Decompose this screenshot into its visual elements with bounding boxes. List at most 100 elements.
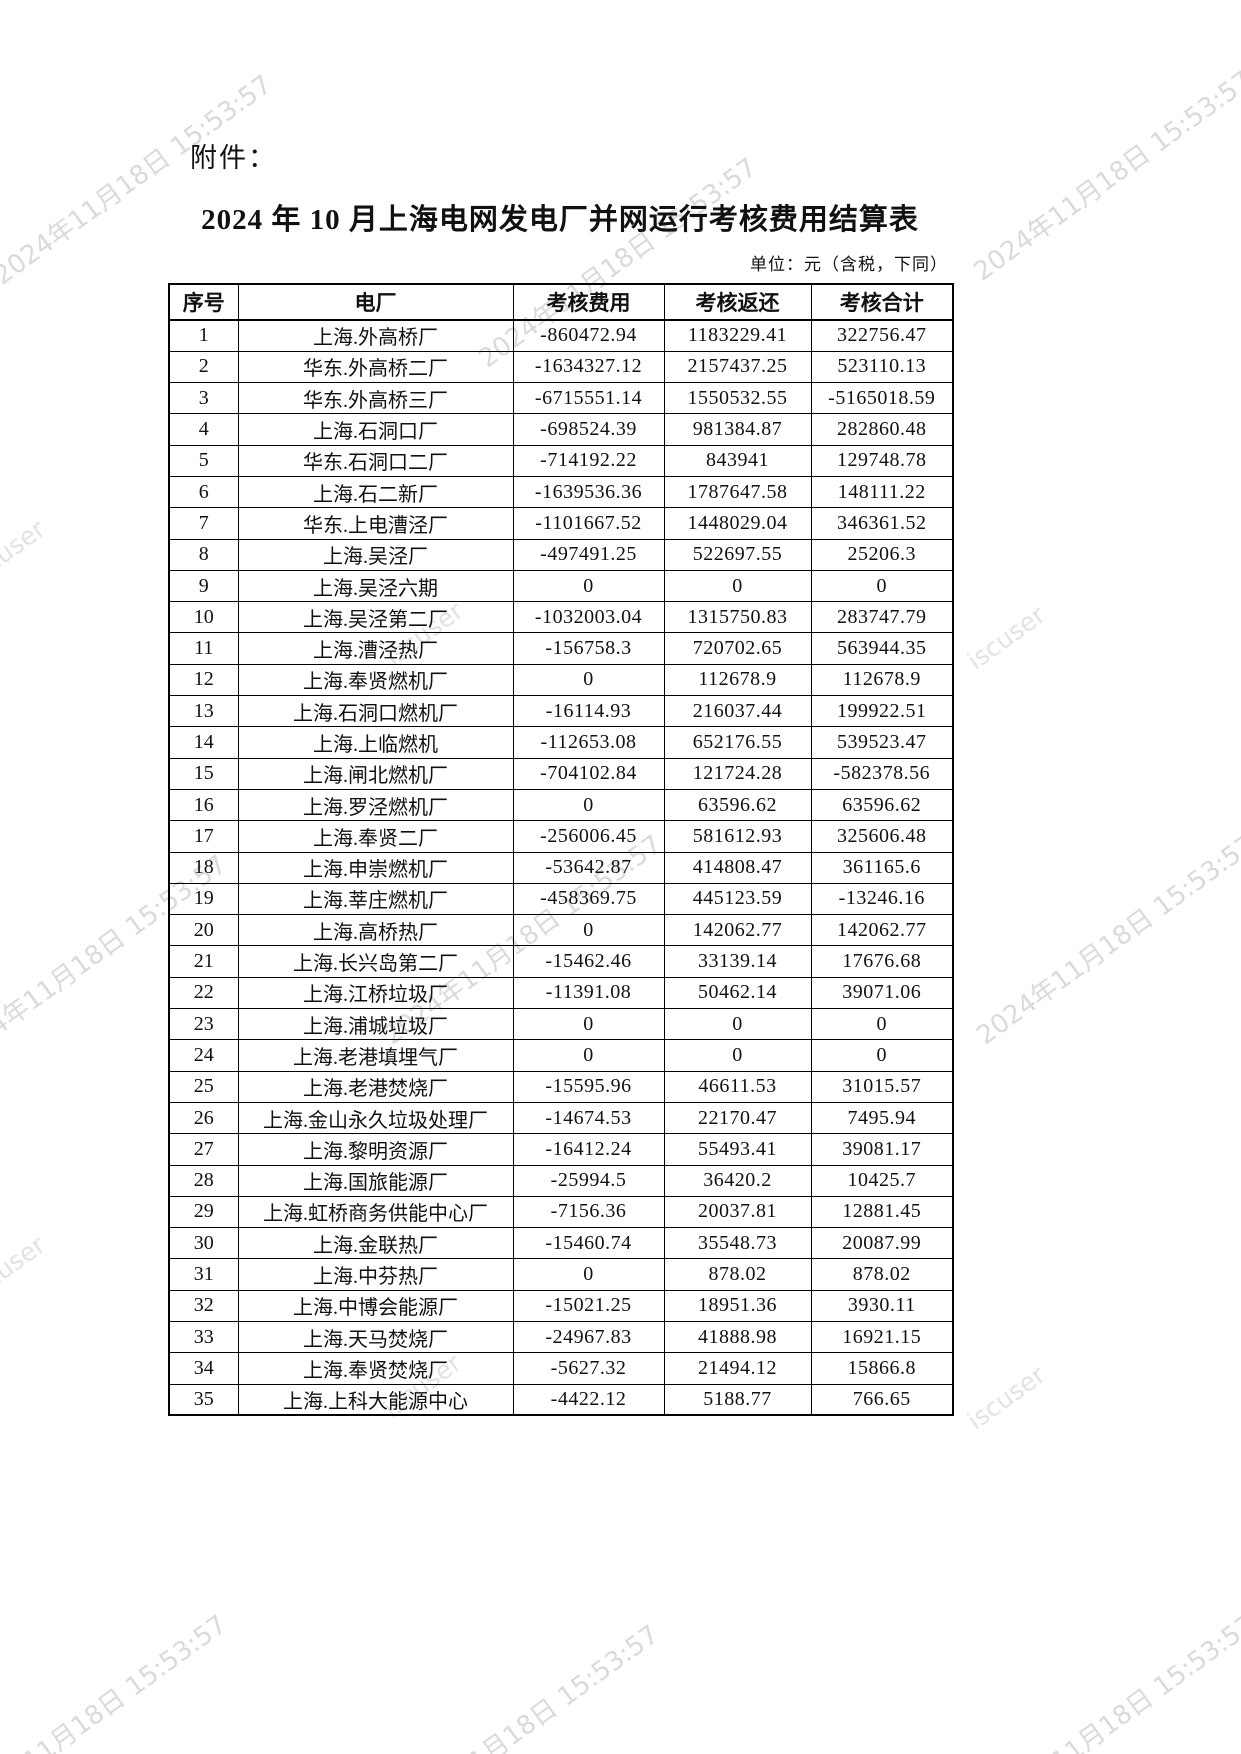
row-index-cell: 34 (168, 1352, 239, 1385)
row-index-cell: 12 (168, 663, 239, 697)
user-watermark: iscuser (962, 1360, 1051, 1436)
row-index-cell: 30 (168, 1227, 239, 1260)
row-index-cell: 8 (168, 538, 239, 571)
total-cell: 10425.7 (810, 1164, 954, 1197)
fee-cell: -14674.53 (512, 1101, 665, 1135)
fee-cell: -698524.39 (512, 413, 665, 446)
total-cell: 539523.47 (810, 726, 954, 759)
row-index-cell: 4 (168, 413, 239, 446)
table-header: 序号 电厂 考核费用 考核返还 考核合计 (168, 283, 954, 321)
row-index-cell: 1 (168, 319, 239, 352)
timestamp-watermark: 2024年11月18日 15:53:57 (0, 1609, 233, 1754)
table-row: 23 上海.浦城垃圾厂 0 0 0 (168, 1008, 954, 1041)
plant-name-cell: 上海.江桥垃圾厂 (237, 976, 514, 1010)
row-index-cell: 11 (168, 632, 239, 665)
total-cell: 17676.68 (810, 945, 954, 978)
total-cell: 15866.8 (810, 1352, 954, 1385)
row-index-cell: 23 (168, 1008, 239, 1041)
plant-name-cell: 华东.石洞口二厂 (237, 444, 514, 477)
fee-cell: 0 (512, 914, 665, 947)
table-row: 30 上海.金联热厂 -15460.74 35548.73 20087.99 (168, 1227, 954, 1260)
fee-cell: -704102.84 (512, 757, 665, 790)
total-cell: -582378.56 (810, 757, 954, 790)
unit-note: 单位：元（含税，下同） (750, 255, 948, 274)
row-index-cell: 13 (168, 695, 239, 728)
total-cell: 39081.17 (810, 1133, 954, 1166)
total-cell: 322756.47 (810, 319, 954, 352)
plant-name-cell: 上海.天马焚烧厂 (237, 1320, 514, 1354)
table-row: 5 华东.石洞口二厂 -714192.22 843941 129748.78 (168, 444, 954, 477)
timestamp-watermark: 2024年11月18日 15:53:57 (968, 65, 1241, 288)
plant-name-cell: 上海.奉贤二厂 (237, 820, 514, 853)
total-cell: 20087.99 (810, 1227, 954, 1260)
table-row: 28 上海.国旅能源厂 -25994.5 36420.2 10425.7 (168, 1164, 954, 1197)
row-index-cell: 15 (168, 757, 239, 790)
fee-cell: -24967.83 (512, 1320, 665, 1354)
plant-name-cell: 上海.石洞口厂 (237, 413, 514, 446)
fee-cell: -16412.24 (512, 1133, 665, 1166)
refund-cell: 522697.55 (663, 538, 812, 571)
row-index-cell: 19 (168, 882, 239, 916)
plant-name-cell: 上海.奉贤焚烧厂 (237, 1352, 514, 1385)
refund-cell: 33139.14 (663, 945, 812, 978)
plant-name-cell: 上海.奉贤燃机厂 (237, 663, 514, 697)
refund-cell: 216037.44 (663, 695, 812, 728)
plant-name-cell: 上海.长兴岛第二厂 (237, 945, 514, 978)
fee-cell: -1634327.12 (512, 350, 665, 384)
refund-cell: 46611.53 (663, 1070, 812, 1103)
refund-cell: 1183229.41 (663, 319, 812, 352)
plant-name-cell: 上海.虹桥商务供能中心厂 (237, 1195, 514, 1229)
timestamp-watermark: 2024年11月18日 15:53:57 (971, 1609, 1241, 1754)
refund-cell: 36420.2 (663, 1164, 812, 1197)
row-index-cell: 25 (168, 1070, 239, 1103)
fee-cell: -15462.46 (512, 945, 665, 978)
refund-cell: 581612.93 (663, 820, 812, 853)
table-row: 25 上海.老港焚烧厂 -15595.96 46611.53 31015.57 (168, 1070, 954, 1103)
header-refund: 考核返还 (663, 283, 812, 321)
fee-cell: 0 (512, 1039, 665, 1072)
plant-name-cell: 上海.漕泾热厂 (237, 632, 514, 665)
plant-name-cell: 上海.石洞口燃机厂 (237, 695, 514, 728)
plant-name-cell: 上海.老港填埋气厂 (237, 1039, 514, 1072)
plant-name-cell: 上海.上临燃机 (237, 726, 514, 759)
refund-cell: 142062.77 (663, 914, 812, 947)
row-index-cell: 6 (168, 475, 239, 509)
total-cell: -13246.16 (810, 882, 954, 916)
fee-cell: 0 (512, 1258, 665, 1291)
row-index-cell: 10 (168, 601, 239, 634)
plant-name-cell: 上海.吴泾六期 (237, 569, 514, 603)
plant-name-cell: 上海.莘庄燃机厂 (237, 882, 514, 916)
row-index-cell: 32 (168, 1289, 239, 1323)
table-row: 18 上海.申崇燃机厂 -53642.87 414808.47 361165.6 (168, 851, 954, 884)
fee-cell: -860472.94 (512, 319, 665, 352)
table-row: 1 上海.外高桥厂 -860472.94 1183229.41 322756.47 (168, 319, 954, 352)
row-index-cell: 28 (168, 1164, 239, 1197)
fee-cell: -256006.45 (512, 820, 665, 853)
refund-cell: 414808.47 (663, 851, 812, 884)
row-index-cell: 5 (168, 444, 239, 477)
table-row: 9 上海.吴泾六期 0 0 0 (168, 569, 954, 603)
refund-cell: 1550532.55 (663, 382, 812, 415)
row-index-cell: 33 (168, 1320, 239, 1354)
table-row: 8 上海.吴泾厂 -497491.25 522697.55 25206.3 (168, 538, 954, 571)
refund-cell: 652176.55 (663, 726, 812, 759)
header-fee: 考核费用 (512, 283, 665, 321)
plant-name-cell: 上海.外高桥厂 (237, 319, 514, 352)
refund-cell: 1787647.58 (663, 475, 812, 509)
table-row: 20 上海.高桥热厂 0 142062.77 142062.77 (168, 914, 954, 947)
table-row: 4 上海.石洞口厂 -698524.39 981384.87 282860.48 (168, 413, 954, 446)
table-row: 32 上海.中博会能源厂 -15021.25 18951.36 3930.11 (168, 1289, 954, 1323)
refund-cell: 720702.65 (663, 632, 812, 665)
refund-cell: 112678.9 (663, 663, 812, 697)
table-row: 16 上海.罗泾燃机厂 0 63596.62 63596.62 (168, 788, 954, 822)
plant-name-cell: 上海.中博会能源厂 (237, 1289, 514, 1323)
fee-cell: -1032003.04 (512, 601, 665, 634)
total-cell: 325606.48 (810, 820, 954, 853)
total-cell: 25206.3 (810, 538, 954, 571)
refund-cell: 0 (663, 1008, 812, 1041)
total-cell: 0 (810, 1008, 954, 1041)
refund-cell: 21494.12 (663, 1352, 812, 1385)
table-row: 7 华东.上电漕泾厂 -1101667.52 1448029.04 346361.52 (168, 507, 954, 540)
fee-cell: -112653.08 (512, 726, 665, 759)
